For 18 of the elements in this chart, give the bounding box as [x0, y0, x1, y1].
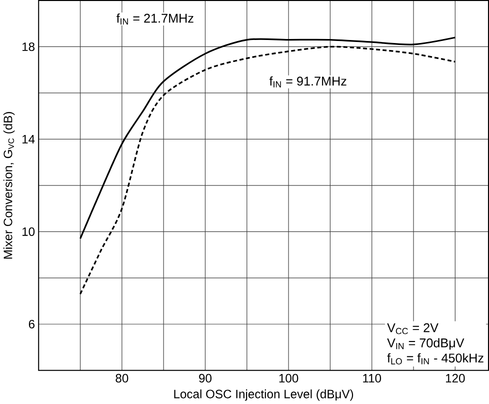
text: f$_{IN}$ = 21.7MHz [116, 13, 194, 24]
x-tick-label: 90 [199, 374, 212, 382]
x-tick-label: 80 [116, 374, 128, 382]
x-tick-label: 100 [279, 374, 298, 382]
y-axis-title: Mixer Conversion, G$_{VC}$ (dB) [3, 112, 15, 259]
y-tick-label: 10 [22, 227, 35, 236]
x-tick-label: 120 [446, 374, 465, 382]
y-tick-label: 14 [22, 135, 35, 144]
series-label: f$_{IN}$ = 91.7MHz [269, 76, 346, 88]
x-axis-title: Local OSC Injection Level (dBμV) [174, 389, 354, 401]
annotation: V$_{IN}$ = 70dBμV [387, 338, 464, 350]
line-series [79, 36, 456, 240]
y-tick-label: 6 [28, 320, 35, 328]
y-tick-label: 18 [22, 42, 35, 51]
x-tick-label: 110 [363, 374, 382, 382]
annotation: V$_{CC}$ = 2V [387, 323, 438, 334]
line-series [79, 46, 456, 295]
annotation: f$_{LO}$ = f$_{IN}$ - 450kHz [387, 353, 484, 364]
